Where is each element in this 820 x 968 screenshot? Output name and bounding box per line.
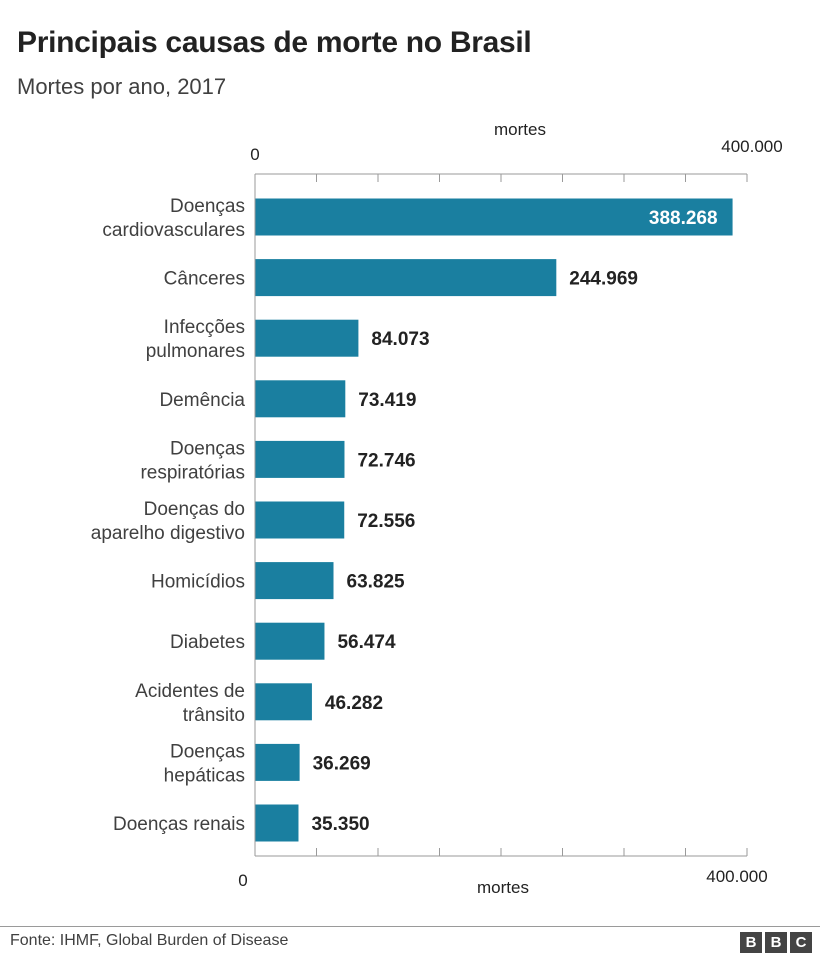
bottom-axis-label: mortes (477, 878, 529, 897)
bar (255, 501, 345, 539)
value-label: 36.269 (313, 753, 371, 774)
category-label: hepáticas (164, 765, 245, 786)
value-label: 56.474 (337, 632, 396, 653)
bar (255, 319, 359, 357)
footer-divider (0, 926, 820, 927)
category-label: respiratórias (140, 462, 245, 483)
category-labels: Doenças cardiovasculares Cânceres Infecções… (91, 196, 246, 835)
value-labels: 388.268 244.969 84.073 73.419 72.746 72.556 63… (311, 208, 717, 835)
value-label: 46.282 (325, 693, 383, 714)
bar (255, 440, 345, 478)
category-label: Acidentes de (135, 681, 245, 702)
category-label: Doenças do (144, 499, 245, 520)
bbc-logo-letter: B (740, 932, 762, 953)
top-axis-label: mortes (494, 120, 546, 139)
chart-title: Principais causas de morte no Brasil (17, 26, 532, 59)
top-axis-tick-label: 400.000 (721, 137, 782, 156)
bar (255, 622, 325, 660)
category-label: aparelho digestivo (91, 523, 245, 544)
category-label: Diabetes (170, 632, 245, 653)
value-label: 73.419 (358, 390, 416, 411)
bar (255, 683, 312, 721)
bbc-logo-letter: B (765, 932, 787, 953)
value-label: 72.556 (357, 511, 415, 532)
value-label: 388.268 (649, 208, 718, 229)
bar (255, 198, 733, 236)
bottom-axis-tick-label: 400.000 (706, 867, 767, 886)
category-label: pulmonares (146, 341, 245, 362)
bar-chart: Doenças cardiovasculares Cânceres Infecções… (91, 120, 783, 897)
category-label: Doenças renais (113, 814, 245, 835)
value-label: 244.969 (569, 269, 638, 290)
category-label: Doenças (170, 741, 245, 762)
category-label: cardiovasculares (102, 220, 245, 241)
value-label: 72.746 (357, 450, 415, 471)
bars (255, 198, 733, 842)
category-label: Infecções (164, 317, 245, 338)
top-axis-tick-label: 0 (250, 145, 259, 164)
grid-lines (254, 174, 748, 856)
bar (255, 562, 334, 600)
category-label: Demência (159, 390, 245, 411)
axes: 0 400.000 mortes 0 400.000 mortes (238, 120, 782, 897)
bar (255, 380, 346, 418)
category-label: Doenças (170, 438, 245, 459)
value-label: 35.350 (311, 814, 369, 835)
bar (255, 259, 557, 297)
bbc-logo: B B C (740, 932, 812, 953)
value-label: 63.825 (347, 572, 406, 593)
source-note: Fonte: IHMF, Global Burden of Disease (10, 932, 289, 949)
value-label: 84.073 (371, 329, 429, 350)
bottom-axis-tick-label: 0 (238, 871, 247, 890)
category-label: trânsito (183, 705, 245, 726)
chart-subtitle: Mortes por ano, 2017 (17, 74, 227, 99)
category-label: Doenças (170, 196, 245, 217)
bbc-logo-letter: C (790, 932, 812, 953)
category-label: Cânceres (164, 269, 245, 290)
bar (255, 743, 300, 781)
category-label: Homicídios (151, 572, 245, 593)
bar (255, 804, 299, 842)
